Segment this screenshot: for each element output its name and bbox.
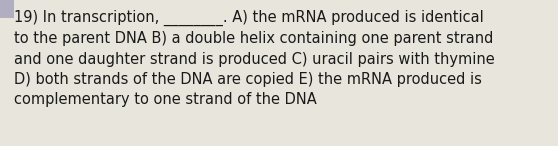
Text: 19) In transcription, ________. A) the mRNA produced is identical
to the parent : 19) In transcription, ________. A) the m… xyxy=(14,10,495,107)
FancyBboxPatch shape xyxy=(0,0,14,18)
